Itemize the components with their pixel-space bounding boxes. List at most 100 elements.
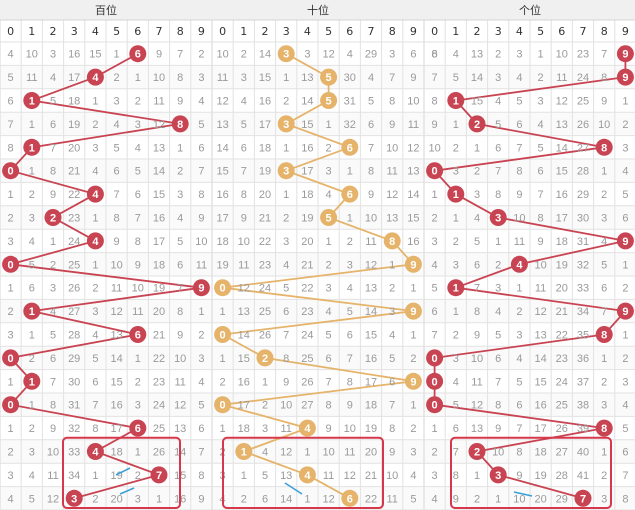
draw-digit: 8 <box>601 142 607 154</box>
miss-count: 25 <box>301 353 313 365</box>
miss-count: 17 <box>259 119 271 131</box>
miss-count: 16 <box>110 400 122 412</box>
draw-digit: 1 <box>29 96 35 108</box>
miss-count: 17 <box>216 213 228 225</box>
miss-count: 5 <box>474 236 480 248</box>
draw-digit: 8 <box>601 423 607 435</box>
arrow-mark <box>284 482 303 495</box>
miss-count: 2 <box>29 189 35 201</box>
trend-line-t <box>219 52 416 500</box>
miss-count: 4 <box>516 72 522 84</box>
miss-count: 1 <box>326 119 332 131</box>
miss-count: 1 <box>389 259 395 271</box>
draw-ball-u <box>468 115 486 133</box>
miss-count: 1 <box>50 236 56 248</box>
miss-count: 11 <box>111 283 122 295</box>
miss-count: 3 <box>135 400 141 412</box>
miss-count: 2 <box>8 213 14 225</box>
miss-count: 15 <box>471 96 483 108</box>
miss-count: 8 <box>50 400 56 412</box>
miss-count: 16 <box>68 49 80 61</box>
miss-count: 2 <box>453 142 459 154</box>
miss-count: 2 <box>516 306 522 318</box>
miss-count: 6 <box>241 142 247 154</box>
draw-ball-h <box>2 162 20 180</box>
miss-count: 2 <box>177 166 183 178</box>
miss-count: 7 <box>8 119 14 131</box>
miss-count: 6 <box>622 447 628 459</box>
miss-count: 9 <box>326 423 332 435</box>
draw-ball-h <box>86 185 104 203</box>
miss-count: 1 <box>347 213 353 225</box>
miss-count: 3 <box>198 353 204 365</box>
miss-count: 6 <box>262 493 268 505</box>
miss-count: 1 <box>8 189 14 201</box>
miss-count: 3 <box>304 49 310 61</box>
digit-header: 7 <box>580 25 587 38</box>
draw-digit: 5 <box>326 213 332 225</box>
miss-count: 32 <box>577 259 589 271</box>
miss-count: 1 <box>410 283 416 295</box>
miss-count: 19 <box>153 283 165 295</box>
draw-digit: 4 <box>92 236 99 248</box>
miss-count: 1 <box>326 236 332 248</box>
miss-count: 27 <box>301 400 313 412</box>
miss-count: 7 <box>389 72 395 84</box>
miss-count: 38 <box>577 400 589 412</box>
digit-header: 7 <box>156 25 163 38</box>
draw-ball-t <box>235 443 253 460</box>
miss-count: 22 <box>259 236 271 248</box>
draw-digit: 7 <box>580 493 586 505</box>
miss-count: 18 <box>216 236 228 248</box>
draw-ball-u <box>574 489 592 507</box>
miss-count: 13 <box>301 72 313 84</box>
miss-count: 29 <box>577 189 589 201</box>
miss-count: 26 <box>153 447 165 459</box>
miss-count: 7 <box>50 376 56 388</box>
miss-count: 14 <box>534 353 546 365</box>
miss-count: 12 <box>386 189 398 201</box>
miss-count: 16 <box>216 189 228 201</box>
highlight-box <box>450 436 612 509</box>
miss-count: 2 <box>220 376 226 388</box>
miss-count: 2 <box>453 236 459 248</box>
miss-count: 6 <box>50 119 56 131</box>
miss-count: 5 <box>389 353 395 365</box>
miss-count: 15 <box>89 49 101 61</box>
miss-count: 11 <box>471 376 482 388</box>
miss-count: 19 <box>259 166 271 178</box>
miss-count: 5 <box>198 400 204 412</box>
draw-digit: 5 <box>326 96 332 108</box>
miss-count: 31 <box>68 400 80 412</box>
miss-count: 8 <box>601 72 607 84</box>
miss-count: 11 <box>217 72 228 84</box>
draw-ball-u <box>447 185 465 203</box>
miss-count: 4 <box>389 330 395 342</box>
miss-count: 1 <box>262 376 268 388</box>
miss-count: 1 <box>8 283 14 295</box>
draw-digit: 6 <box>135 423 141 435</box>
miss-count: 1 <box>220 306 226 318</box>
draw-ball-t <box>256 349 274 367</box>
miss-count: 9 <box>495 423 501 435</box>
miss-count: 33 <box>577 283 589 295</box>
miss-count: 10 <box>556 49 568 61</box>
draw-ball-h <box>65 489 83 507</box>
miss-count: 1 <box>29 119 35 131</box>
miss-count: 12 <box>47 493 59 505</box>
draw-ball-h <box>86 68 104 86</box>
miss-count: 16 <box>259 96 271 108</box>
miss-count: 6 <box>474 259 480 271</box>
miss-count: 11 <box>174 376 185 388</box>
miss-count: 1 <box>601 447 607 459</box>
miss-count: 22 <box>556 330 568 342</box>
miss-count: 9 <box>177 96 183 108</box>
miss-count: 25 <box>556 400 568 412</box>
miss-count: 2 <box>8 447 14 459</box>
miss-count: 11 <box>514 236 525 248</box>
miss-count: 10 <box>471 353 483 365</box>
miss-count: 13 <box>153 142 165 154</box>
miss-count: 15 <box>259 72 271 84</box>
digit-header: 2 <box>262 25 269 38</box>
miss-count: 23 <box>68 213 80 225</box>
